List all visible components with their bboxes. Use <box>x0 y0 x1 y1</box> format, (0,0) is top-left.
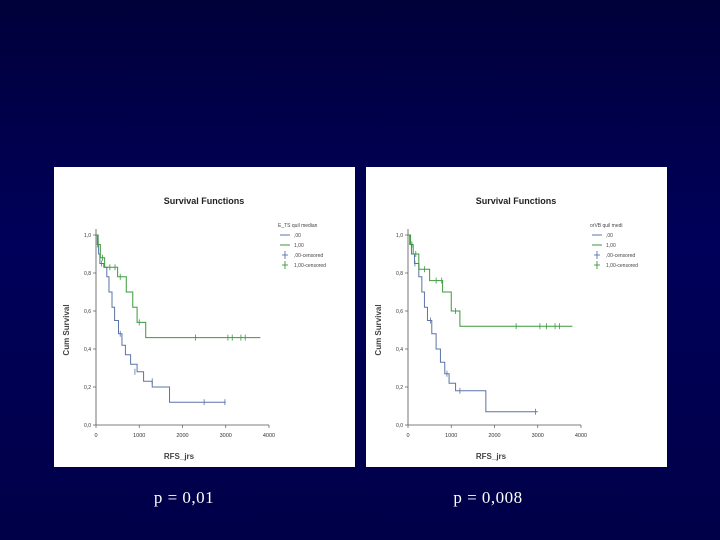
y-tick-label: 0,0 <box>84 423 91 429</box>
y-tick-label: 0,6 <box>396 309 403 315</box>
chart-title: Survival Functions <box>164 196 245 206</box>
x-tick-label: 2000 <box>488 433 500 439</box>
legend-entry-label: ,00 <box>606 233 613 239</box>
y-tick-label: 0,0 <box>396 423 403 429</box>
survival-curve-series-2 <box>408 234 573 327</box>
legend-entry-label: 1,00-censored <box>294 263 326 269</box>
legend-entry-label: 1,00 <box>606 243 616 249</box>
survival-curve-series-1 <box>96 234 226 403</box>
y-axis-label: Cum Survival <box>374 304 383 355</box>
y-tick-label: 1,0 <box>84 233 91 239</box>
x-tick-label: 3000 <box>220 433 232 439</box>
x-tick-label: 2000 <box>176 433 188 439</box>
p-value-right: p = 0,008 <box>453 488 523 507</box>
legend-entry-label: ,00-censored <box>294 253 323 259</box>
y-tick-label: 0,6 <box>84 309 91 315</box>
legend-entry-label: 1,00-censored <box>606 263 638 269</box>
y-tick-label: 0,8 <box>84 271 91 277</box>
survival-curve-series-1 <box>408 234 538 413</box>
x-tick-label: 4000 <box>575 433 587 439</box>
x-axis-label: RFS_jrs <box>164 452 195 461</box>
legend-entry-label: 1,00 <box>294 243 304 249</box>
legend-entry-label: ,00-censored <box>606 253 635 259</box>
y-axis-label: Cum Survival <box>62 304 71 355</box>
legend-title: orVB quil medi <box>590 223 623 229</box>
x-tick-label: 1000 <box>445 433 457 439</box>
chart-title: Survival Functions <box>476 196 557 206</box>
x-tick-label: 1000 <box>133 433 145 439</box>
y-tick-label: 0,4 <box>396 347 403 353</box>
y-tick-label: 1,0 <box>396 233 403 239</box>
x-tick-label: 4000 <box>263 433 275 439</box>
x-tick-label: 3000 <box>532 433 544 439</box>
survival-curve-series-2 <box>96 234 261 339</box>
y-tick-label: 0,4 <box>84 347 91 353</box>
survival-chart-left: Survival Functions 0,0 0,2 0,4 0,6 0,8 1,0 0 100… <box>54 167 355 467</box>
y-tick-label: 0,2 <box>84 385 91 391</box>
x-tick-label: 0 <box>94 433 97 439</box>
y-tick-label: 0,2 <box>396 385 403 391</box>
x-tick-label: 0 <box>406 433 409 439</box>
y-tick-label: 0,8 <box>396 271 403 277</box>
legend-title: E_TS quil median <box>278 223 318 229</box>
survival-chart-right: Survival Functions 0,0 0,2 0,4 0,6 0,8 1,0 0 100… <box>366 167 667 467</box>
p-value-left: p = 0,01 <box>153 488 215 507</box>
legend-entry-label: ,00 <box>294 233 301 239</box>
x-axis-label: RFS_jrs <box>476 452 507 461</box>
